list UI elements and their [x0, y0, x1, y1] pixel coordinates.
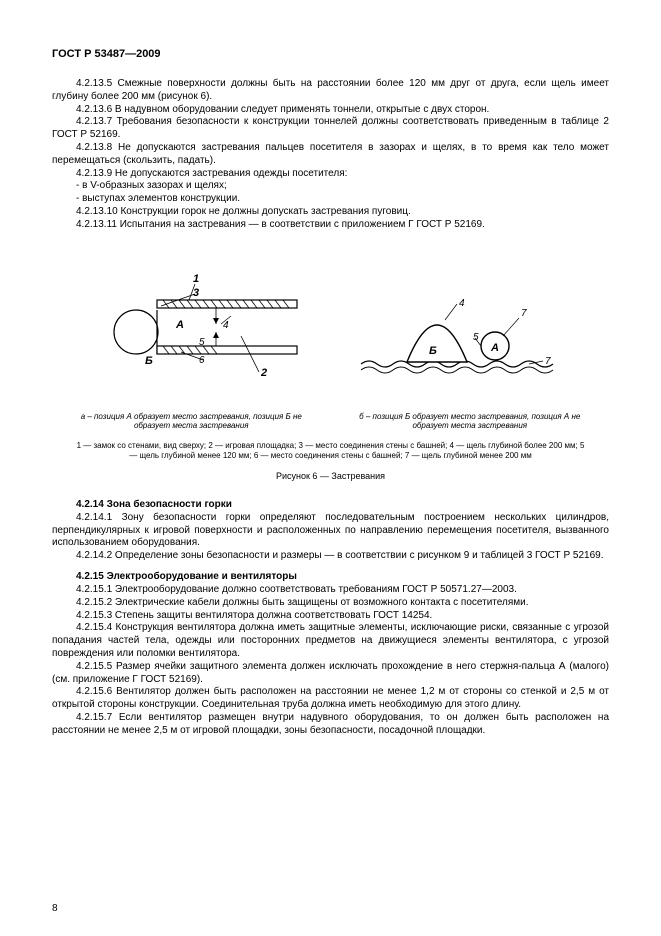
svg-text:А: А [175, 319, 184, 331]
svg-text:4: 4 [459, 298, 465, 309]
section-4-2-14-title: 4.2.14 Зона безопасности горки [52, 499, 609, 510]
para-4-2-14-1: 4.2.14.1 Зону безопасности горки определ… [52, 512, 609, 550]
figure-title: Рисунок 6 — Застревания [52, 471, 609, 481]
para-4-2-15-3: 4.2.15.3 Степень защиты вентилятора долж… [52, 610, 609, 623]
para-4-2-15-6: 4.2.15.6 Вентилятор должен быть располож… [52, 686, 609, 712]
para-4-2-15-7: 4.2.15.7 Если вентилятор размещен внутри… [52, 712, 609, 738]
para-4-2-13-6: 4.2.13.6 В надувном оборудовании следует… [52, 104, 609, 117]
figure-6: 1 3 А Б 4 5 6 2 [52, 246, 609, 481]
svg-text:5: 5 [199, 337, 205, 348]
para-4-2-15-5: 4.2.15.5 Размер ячейки защитного элемент… [52, 661, 609, 687]
para-4-2-13-9b: - выступах элементов конструкции. [52, 193, 609, 206]
para-4-2-13-9: 4.2.13.9 Не допускаются застревания одеж… [52, 168, 609, 181]
svg-text:3: 3 [193, 287, 199, 299]
caption-a: а – позиция А образует место застревания… [52, 412, 331, 431]
para-4-2-13-11: 4.2.13.11 Испытания на застревания — в с… [52, 219, 609, 232]
page-number: 8 [52, 903, 58, 914]
svg-text:А: А [490, 342, 499, 354]
para-4-2-15-1: 4.2.15.1 Электрооборудование должно соот… [52, 584, 609, 597]
svg-text:5: 5 [473, 332, 479, 343]
svg-text:6: 6 [199, 355, 205, 366]
para-4-2-13-7: 4.2.13.7 Требования безопасности к конст… [52, 116, 609, 142]
para-4-2-14-2: 4.2.14.2 Определение зоны безопасности и… [52, 550, 609, 563]
para-4-2-15-4: 4.2.15.4 Конструкция вентилятора должна … [52, 622, 609, 660]
para-4-2-13-5: 4.2.13.5 Смежные поверхности должны быть… [52, 78, 609, 104]
figure-legend: 1 — замок со стенами, вид сверху; 2 — иг… [72, 441, 589, 461]
svg-text:7: 7 [545, 356, 551, 367]
svg-text:Б: Б [429, 345, 437, 357]
para-4-2-15-2: 4.2.15.2 Электрические кабели должны быт… [52, 597, 609, 610]
para-4-2-13-8: 4.2.13.8 Не допускаются застревания паль… [52, 142, 609, 168]
caption-b: б – позиция Б образует место застревания… [331, 412, 610, 431]
svg-text:1: 1 [193, 273, 199, 285]
svg-text:7: 7 [521, 308, 527, 319]
para-4-2-13-10: 4.2.13.10 Конструкции горок не должны до… [52, 206, 609, 219]
svg-text:2: 2 [260, 367, 267, 379]
doc-header: ГОСТ Р 53487—2009 [52, 48, 609, 60]
svg-text:Б: Б [145, 355, 153, 367]
section-4-2-15-title: 4.2.15 Электрооборудование и вентиляторы [52, 571, 609, 582]
para-4-2-13-9a: - в V-образных зазорах и щелях; [52, 180, 609, 193]
